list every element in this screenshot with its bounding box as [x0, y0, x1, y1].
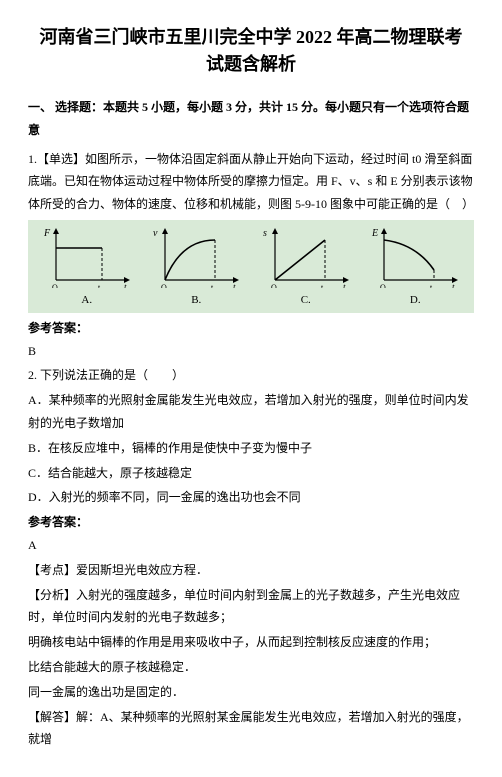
- graph-a-label: A.: [42, 290, 132, 311]
- q2-kaodian: 【考点】爱因斯坦光电效应方程．: [28, 559, 474, 582]
- section-1-heading: 一、 选择题：本题共 5 小题，每小题 3 分，共计 15 分。每小题只有一个选…: [28, 96, 474, 142]
- graph-a-svg: F t t₀ O: [42, 226, 132, 288]
- svg-text:O: O: [380, 283, 386, 288]
- q1-answer: B: [28, 340, 474, 363]
- svg-text:v: v: [153, 228, 158, 239]
- page-title: 河南省三门峡市五里川完全中学 2022 年高二物理联考 试题含解析: [28, 24, 474, 78]
- svg-text:O: O: [52, 283, 58, 288]
- graph-c-svg: s t t₀ O: [261, 226, 351, 288]
- q2-fenxi-l3: 比结合能越大的原子核越稳定．: [28, 656, 474, 679]
- svg-text:F: F: [43, 228, 51, 239]
- q2-fenxi-l4: 同一金属的逸出功是固定的．: [28, 681, 474, 704]
- q1-answer-label: 参考答案：: [28, 317, 474, 340]
- svg-text:t: t: [343, 282, 346, 288]
- fx-text1: 入射光的强度越多，单位时间内射到金属上的光子数越多，产生光电效应时，单位时间内发…: [28, 588, 460, 625]
- graph-b: v t t₀ O B.: [151, 226, 241, 311]
- graph-d-svg: E t t₀ O: [370, 226, 460, 288]
- fx-label: 【分析】: [28, 588, 76, 602]
- q2-fenxi-l2: 明确核电站中镉棒的作用是用来吸收中子，从而起到控制核反应速度的作用；: [28, 631, 474, 654]
- graph-c: s t t₀ O C.: [261, 226, 351, 311]
- q2-answer: A: [28, 534, 474, 557]
- title-line1: 河南省三门峡市五里川完全中学 2022 年高二物理联考: [40, 27, 463, 47]
- q1-figure-strip: F t t₀ O A. v t t₀ O B.: [28, 220, 474, 313]
- q2-opt-c: C．结合能越大，原子核越稳定: [28, 462, 474, 485]
- svg-text:s: s: [263, 228, 267, 239]
- q2-opt-b: B．在核反应堆中，镉棒的作用是使快中子变为慢中子: [28, 437, 474, 460]
- graph-c-label: C.: [261, 290, 351, 311]
- jd-text: 解：A、某种频率的光照射某金属能发生光电效应，若增加入射光的强度，就增: [28, 710, 469, 747]
- svg-text:t₀: t₀: [321, 283, 326, 288]
- graph-d-label: D.: [370, 290, 460, 311]
- q2-opt-d: D．入射光的频率不同，同一金属的逸出功也会不同: [28, 486, 474, 509]
- svg-text:E: E: [371, 228, 378, 239]
- svg-text:t₀: t₀: [211, 283, 216, 288]
- svg-text:t: t: [124, 282, 127, 288]
- graph-b-svg: v t t₀ O: [151, 226, 241, 288]
- svg-text:O: O: [271, 283, 277, 288]
- q2-stem-text: 2. 下列说法正确的是（ ）: [28, 368, 184, 382]
- graph-a: F t t₀ O A.: [42, 226, 132, 311]
- svg-text:O: O: [161, 283, 167, 288]
- q2-answer-label: 参考答案：: [28, 511, 474, 534]
- svg-text:t₀: t₀: [98, 283, 103, 288]
- q2-jieda: 【解答】解：A、某种频率的光照射某金属能发生光电效应，若增加入射光的强度，就增: [28, 706, 474, 752]
- graph-b-label: B.: [151, 290, 241, 311]
- kd-label: 【考点】: [28, 563, 76, 577]
- q2-stem: 2. 下列说法正确的是（ ）: [28, 364, 474, 387]
- svg-text:t: t: [452, 282, 455, 288]
- kd-text: 爱因斯坦光电效应方程．: [76, 563, 208, 577]
- graph-d: E t t₀ O D.: [370, 226, 460, 311]
- q2-opt-a: A．某种频率的光照射金属能发生光电效应，若增加入射光的强度，则单位时间内发射的光…: [28, 389, 474, 435]
- svg-text:t: t: [233, 282, 236, 288]
- title-line2: 试题含解析: [206, 54, 296, 74]
- jd-label: 【解答】: [28, 710, 76, 724]
- svg-text:t₀: t₀: [430, 283, 435, 288]
- q1-stem: 1.【单选】如图所示，一物体沿固定斜面从静止开始向下运动，经过时间 t0 滑至斜…: [28, 148, 474, 216]
- q2-fenxi-l1: 【分析】入射光的强度越多，单位时间内射到金属上的光子数越多，产生光电效应时，单位…: [28, 584, 474, 630]
